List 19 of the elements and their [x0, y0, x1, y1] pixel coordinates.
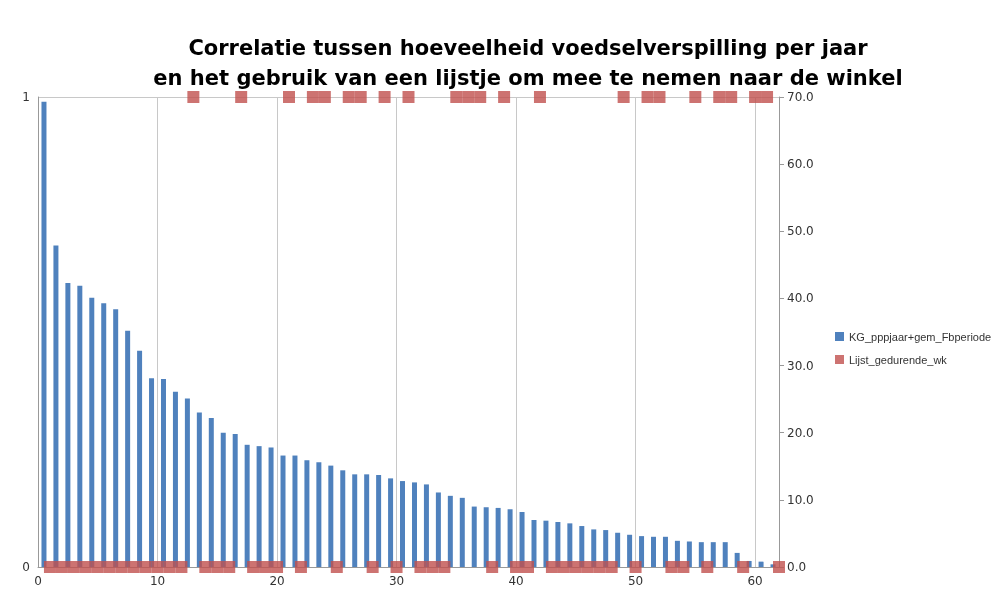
- legend-label: Lijst_gedurende_wk: [849, 353, 948, 366]
- legend-label: KG_pppjaar+gem_Fbperiode: [849, 330, 992, 343]
- x-tick-label: 10: [149, 574, 166, 588]
- y2-tick-label: 10.0: [787, 492, 814, 507]
- x-tick-label: 20: [269, 574, 285, 588]
- y2-tick-label: 20.0: [787, 425, 814, 440]
- x-tick-label: 60: [747, 574, 763, 588]
- y2-tick-label: 70.0: [787, 90, 814, 104]
- y2-tick-label: 60.0: [787, 157, 814, 172]
- y2-tick-label: 40.0: [787, 291, 814, 306]
- y2-tick-label: 30.0: [787, 358, 814, 373]
- x-tick-label: 50: [627, 574, 644, 588]
- x-tick-label: 0: [34, 574, 42, 588]
- x-tick-label: 30: [388, 574, 405, 588]
- y-tick-label: 1: [22, 90, 30, 104]
- x-tick-label: 40: [508, 574, 524, 588]
- y2-tick-label: 0.0: [787, 560, 807, 574]
- y2-tick-label: 50.0: [787, 224, 814, 239]
- chart-title: Correlatie tussen hoeveelheid voedselverspilling per jaar en het gebruik van een lijstje om mee te nemen naar de winkel: [153, 36, 903, 90]
